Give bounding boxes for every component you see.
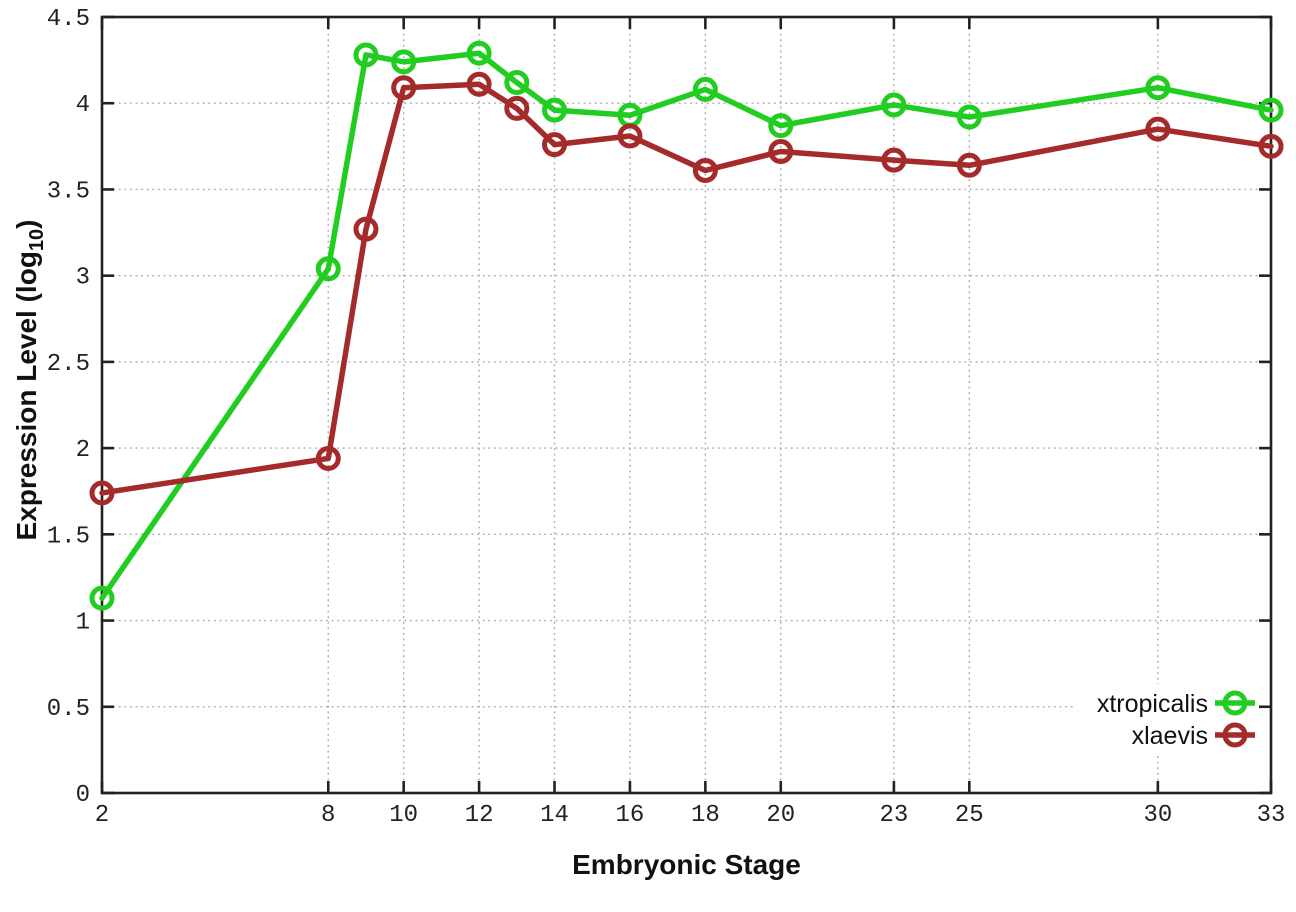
y-tick-label: 2 — [76, 437, 90, 464]
y-tick-label: 4.5 — [47, 6, 90, 33]
x-tick-label: 18 — [691, 802, 720, 829]
series-line-xlaevis — [99, 81, 1274, 496]
data-point-xlaevis — [89, 480, 115, 506]
data-point-xlaevis — [1145, 116, 1171, 142]
x-tick-label: 16 — [616, 802, 645, 829]
legend-marker — [1222, 690, 1248, 716]
x-tick-labels: 2 8 10 12 14 16 18 20 23 25 30 33 — [95, 802, 1286, 829]
plot-box — [100, 15, 1273, 795]
y-tick-label: 1 — [76, 610, 90, 637]
data-point-xtropicalis — [315, 256, 341, 282]
data-point-xlaevis — [353, 216, 379, 242]
y-tick-label: 4 — [76, 92, 90, 119]
plot-border — [100, 15, 1273, 795]
x-tick-label: 20 — [766, 802, 795, 829]
y-tick-label: 3.5 — [47, 178, 90, 205]
x-axis-title: Embryonic Stage — [572, 849, 801, 880]
legend: xtropicalis xlaevis — [1075, 684, 1258, 756]
x-tick-label: 2 — [95, 802, 109, 829]
tick-marks — [100, 15, 1273, 795]
data-point-xtropicalis — [881, 92, 907, 118]
series-line-xtropicalis — [99, 50, 1274, 601]
data-point-xlaevis — [1258, 133, 1284, 159]
gridlines — [101, 16, 1272, 794]
data-point-xlaevis — [466, 71, 492, 97]
data-point-xtropicalis — [956, 104, 982, 130]
data-point-xlaevis — [768, 139, 794, 165]
data-point-xtropicalis — [466, 40, 492, 66]
data-point-xtropicalis — [1258, 97, 1284, 123]
y-tick-label: 0 — [76, 782, 90, 809]
data-series — [89, 40, 1284, 611]
data-point-xtropicalis — [542, 97, 568, 123]
x-tick-label: 14 — [540, 802, 569, 829]
data-point-xlaevis — [617, 123, 643, 149]
data-point-xtropicalis — [1145, 75, 1171, 101]
x-tick-label: 25 — [955, 802, 984, 829]
data-point-xlaevis — [881, 147, 907, 173]
y-tick-label: 2.5 — [47, 351, 90, 378]
x-tick-label: 10 — [389, 802, 418, 829]
y-tick-label: 3 — [76, 265, 90, 292]
x-tick-label: 12 — [465, 802, 494, 829]
data-point-xlaevis — [542, 132, 568, 158]
x-tick-label: 30 — [1143, 802, 1172, 829]
data-point-xlaevis — [391, 75, 417, 101]
x-tick-label: 8 — [321, 802, 335, 829]
data-point-xlaevis — [956, 152, 982, 178]
legend-label-xlaevis: xlaevis — [1132, 722, 1208, 750]
data-point-xtropicalis — [391, 49, 417, 75]
data-point-xtropicalis — [768, 113, 794, 139]
legend-marker — [1222, 722, 1248, 748]
data-point-xlaevis — [692, 157, 718, 183]
y-tick-label: 0.5 — [47, 696, 90, 723]
data-point-xtropicalis — [353, 42, 379, 68]
data-point-xtropicalis — [89, 585, 115, 611]
y-tick-label: 1.5 — [47, 523, 90, 550]
x-tick-label: 23 — [879, 802, 908, 829]
x-tick-label: 33 — [1257, 802, 1286, 829]
legend-label-xtropicalis: xtropicalis — [1097, 690, 1208, 718]
data-point-xtropicalis — [692, 76, 718, 102]
data-point-xlaevis — [315, 445, 341, 471]
y-axis-title: Expression Level (log10) — [11, 220, 48, 541]
y-tick-labels: 0 0.5 1 1.5 2 2.5 3 3.5 4 4.5 — [47, 6, 90, 809]
data-point-xlaevis — [504, 95, 530, 121]
data-point-xtropicalis — [504, 70, 530, 96]
